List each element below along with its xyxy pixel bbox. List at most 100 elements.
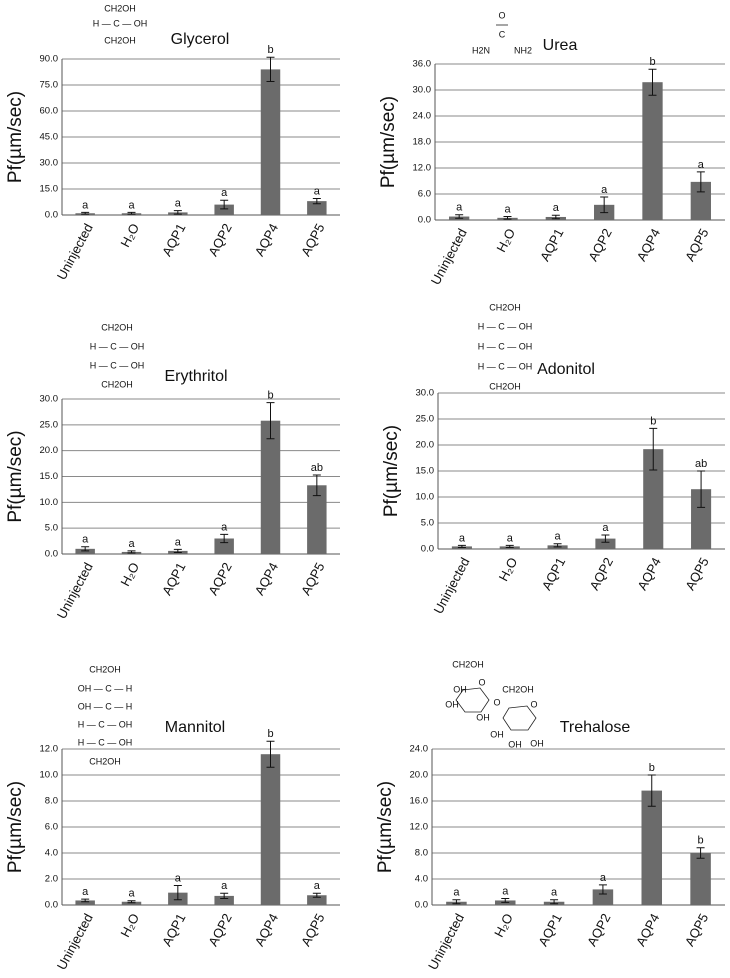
error-bar bbox=[696, 847, 705, 859]
significance-letter: a bbox=[175, 198, 182, 210]
structure-label: NH2 bbox=[514, 45, 532, 55]
bar bbox=[691, 489, 712, 549]
significance-letter: a bbox=[128, 538, 135, 550]
error-bar bbox=[553, 543, 562, 548]
error-bar bbox=[601, 534, 610, 543]
significance-letter: a bbox=[221, 880, 228, 892]
x-tick-label: AQP2 bbox=[584, 911, 614, 949]
ring bbox=[502, 705, 537, 731]
structure-label: OH bbox=[530, 738, 544, 748]
error-bar bbox=[503, 216, 512, 220]
y-tick-label: 10.0 bbox=[40, 770, 59, 781]
structure-label: H — C — OH bbox=[93, 18, 148, 28]
y-tick-label: 0.0 bbox=[45, 549, 58, 560]
y-tick-label: 10.0 bbox=[40, 497, 59, 508]
bar bbox=[595, 538, 616, 549]
x-tick-label: AQP5 bbox=[682, 555, 712, 593]
structure-label: H2N bbox=[472, 45, 490, 55]
y-tick-label: 4.0 bbox=[45, 848, 58, 859]
error-bar bbox=[457, 544, 466, 548]
structure-label: OH bbox=[453, 684, 467, 694]
y-tick-label: 5.0 bbox=[45, 523, 58, 534]
x-tick-label: AQP2 bbox=[205, 911, 235, 949]
x-tick-label: AQP1 bbox=[159, 560, 189, 598]
error-bar bbox=[600, 196, 609, 214]
error-bar bbox=[81, 898, 90, 903]
bar bbox=[592, 889, 614, 905]
significance-letter: a bbox=[82, 199, 89, 211]
error-bar bbox=[173, 548, 182, 553]
bar bbox=[307, 895, 327, 905]
x-tick-label: H₂O bbox=[491, 911, 516, 940]
x-tick-label: H₂O bbox=[117, 221, 142, 250]
structure-label: OH bbox=[476, 712, 490, 722]
significance-letter: a bbox=[555, 531, 562, 543]
structure-label: O bbox=[530, 699, 537, 709]
significance-letter: a bbox=[602, 522, 609, 534]
y-tick-label: 5.0 bbox=[421, 518, 434, 529]
y-tick-label: 15.0 bbox=[416, 466, 435, 477]
structure-label: OH — C — H bbox=[78, 683, 133, 693]
chart-title: Trehalose bbox=[560, 719, 631, 736]
error-bar bbox=[127, 211, 136, 215]
y-tick-label: 60.0 bbox=[40, 106, 59, 117]
significance-letter: a bbox=[601, 184, 608, 196]
structure-label: CH2OH bbox=[502, 684, 534, 694]
bar bbox=[121, 901, 142, 905]
x-tick-label: Uninjected bbox=[431, 555, 473, 616]
y-tick-label: 75.0 bbox=[40, 80, 59, 91]
structure-label: OH — C — H bbox=[78, 701, 133, 711]
x-tick-label: AQP5 bbox=[682, 911, 712, 949]
bar bbox=[641, 790, 663, 905]
x-tick-label: AQP2 bbox=[587, 555, 617, 593]
structure-label: CH2OH bbox=[489, 381, 521, 391]
x-tick-label: Uninjected bbox=[54, 221, 96, 282]
chart-title: Adonitol bbox=[537, 361, 595, 378]
error-bar bbox=[173, 210, 182, 215]
significance-letter: a bbox=[314, 880, 321, 892]
bar bbox=[643, 449, 664, 549]
significance-letter: ab bbox=[695, 458, 707, 470]
y-tick-label: 90.0 bbox=[40, 54, 59, 65]
structure-label: O bbox=[498, 10, 505, 20]
significance-letter: a bbox=[698, 159, 705, 171]
significance-letter: b bbox=[649, 56, 655, 68]
bar bbox=[260, 754, 281, 905]
y-tick-label: 12.0 bbox=[413, 163, 432, 174]
y-axis-label: Pf(µm/sec) bbox=[5, 91, 26, 183]
structure-label: CH2OH bbox=[101, 379, 133, 389]
x-tick-label: AQP2 bbox=[205, 560, 235, 598]
chart-title: Mannitol bbox=[165, 719, 225, 736]
error-bar bbox=[696, 171, 705, 193]
x-tick-label: AQP4 bbox=[252, 560, 282, 598]
bar bbox=[214, 204, 234, 215]
x-tick-label: AQP2 bbox=[205, 221, 235, 259]
error-bar bbox=[127, 900, 136, 904]
significance-letter: a bbox=[453, 887, 460, 899]
y-tick-label: 20.0 bbox=[416, 440, 435, 451]
error-bar bbox=[266, 740, 275, 768]
significance-letter: a bbox=[553, 202, 560, 214]
chart-title: Glycerol bbox=[171, 31, 230, 48]
y-tick-label: 24.0 bbox=[413, 111, 432, 122]
structure-label: CH2OH bbox=[104, 3, 136, 13]
error-bar bbox=[452, 899, 461, 905]
y-tick-label: 12.0 bbox=[40, 744, 59, 755]
x-tick-label: AQP5 bbox=[298, 911, 328, 949]
structure-label: OH bbox=[508, 739, 522, 749]
error-bar bbox=[81, 211, 90, 215]
y-tick-label: 15.0 bbox=[40, 184, 59, 195]
error-bar bbox=[127, 550, 136, 554]
significance-letter: a bbox=[504, 203, 511, 215]
error-bar bbox=[647, 774, 656, 807]
structure-label: OH bbox=[490, 729, 504, 739]
structure-label: H — C — OH bbox=[478, 361, 533, 371]
chart-title: Erythritol bbox=[164, 368, 227, 385]
structure-label: H — C — OH bbox=[90, 360, 145, 370]
error-bar bbox=[312, 474, 321, 497]
significance-letter: a bbox=[82, 534, 89, 546]
significance-letter: a bbox=[221, 521, 228, 533]
bar bbox=[260, 69, 281, 216]
bar bbox=[260, 420, 281, 554]
x-tick-label: Uninjected bbox=[54, 560, 96, 621]
